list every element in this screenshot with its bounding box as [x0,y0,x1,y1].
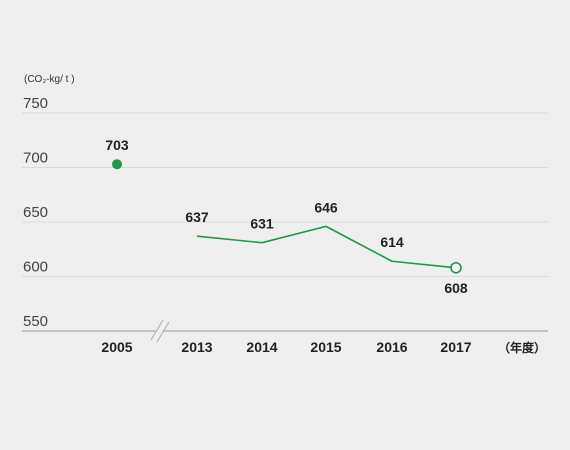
x-tick-2014: 2014 [246,339,277,355]
data-point-2017 [450,261,462,274]
y-axis-tick-labels: 550 600 650 700 750 [23,95,48,330]
x-tick-2017: 2017 [440,339,471,355]
y-tick-700: 700 [23,150,48,167]
y-tick-750: 750 [23,95,48,112]
x-tick-2016: 2016 [376,339,407,355]
y-tick-600: 600 [23,259,48,276]
x-axis [22,319,548,343]
y-axis-unit-label: (CO₂-kg/ t ) [24,74,75,85]
series-line-group [196,225,457,269]
axis-break-mark-left [150,319,164,341]
data-labels: 703 637 631 646 614 608 [105,137,468,296]
data-points [112,159,462,274]
x-tick-2005: 2005 [101,339,132,355]
series-line [196,225,457,269]
data-label-2016: 614 [380,234,404,250]
axis-break-gap [153,325,167,339]
x-axis-unit-label: （年度） [498,340,546,355]
data-label-2005: 703 [105,137,129,153]
data-label-2015: 646 [314,199,338,215]
x-axis-tick-labels: 2005 2013 2014 2015 2016 2017 [101,339,471,355]
data-point-2005 [112,159,122,170]
x-tick-2015: 2015 [310,339,341,355]
y-tick-650: 650 [23,204,48,221]
axis-break-mark-right [156,321,170,343]
data-label-2017: 608 [444,280,468,296]
x-tick-2013: 2013 [181,339,212,355]
y-tick-550: 550 [23,313,48,330]
data-label-2014: 631 [250,216,274,232]
grid-lines [22,112,548,277]
data-label-2013: 637 [185,209,209,225]
